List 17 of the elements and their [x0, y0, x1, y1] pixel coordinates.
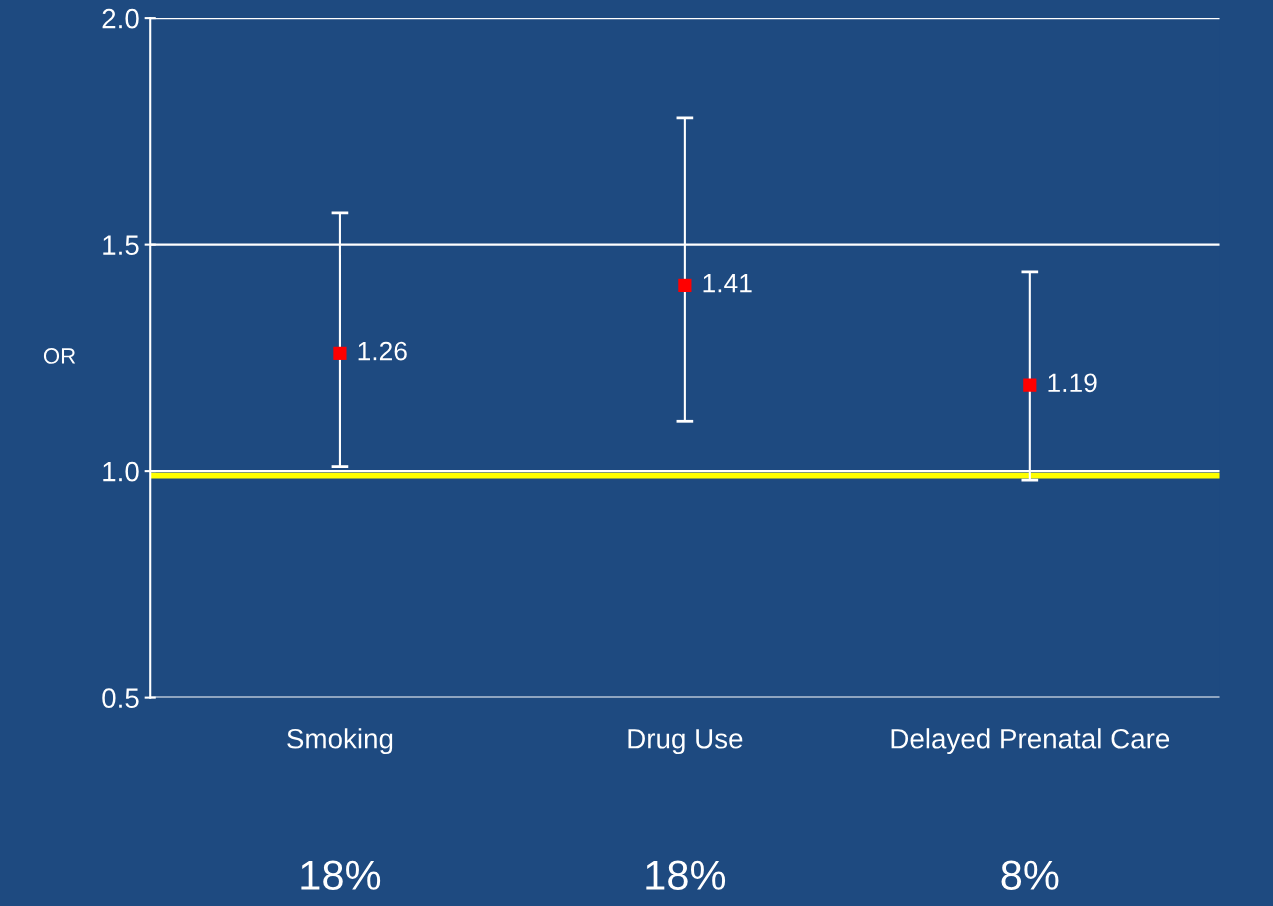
y-axis-title: OR: [43, 348, 76, 364]
y-tick-label: 0.5: [102, 688, 139, 708]
point: [678, 278, 692, 292]
x-tick-label: Delayed Prenatal Care: [891, 728, 1170, 755]
y-tick-label: 1.5: [103, 235, 139, 255]
data-label: 1.41: [703, 274, 752, 293]
text: 8%: [1001, 860, 1059, 890]
data-label: 1.26: [358, 341, 407, 361]
text: 18%: [646, 860, 726, 890]
y-tick-label: 1.0: [103, 461, 139, 482]
x-tick-label: Drug Use: [628, 729, 743, 755]
text: 18%: [301, 860, 381, 890]
x-tick-label: Smoking: [287, 728, 393, 755]
point: [1023, 378, 1037, 392]
data-label: 1.19: [1048, 373, 1097, 393]
point: [333, 346, 347, 360]
y-tick-label: 2.0: [102, 8, 139, 29]
